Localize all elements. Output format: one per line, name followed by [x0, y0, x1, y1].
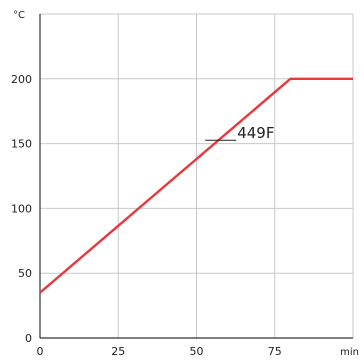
x-tick-label: 75	[268, 345, 282, 358]
x-tick-label: 50	[190, 345, 204, 358]
y-tick-labels: 0 50 100 150 200	[11, 73, 32, 345]
x-tick-label: 25	[111, 345, 125, 358]
x-unit-label: min	[340, 347, 359, 358]
x-tick-labels: 0 25 50 75	[37, 345, 282, 358]
chart-annotations: 449F	[205, 124, 274, 142]
y-tick-label: 100	[11, 202, 32, 215]
chart-series	[39, 77, 353, 294]
y-unit-label: °C	[13, 10, 25, 21]
y-tick-label: 150	[11, 138, 32, 151]
y-tick-label: 0	[25, 332, 32, 345]
y-tick-label: 50	[18, 267, 32, 280]
x-tick-label: 0	[37, 345, 44, 358]
annotation-label: 449F	[237, 124, 274, 142]
y-tick-label: 200	[11, 73, 32, 86]
series-line	[39, 77, 353, 294]
chart-axes	[39, 14, 353, 339]
chart-grid	[40, 13, 354, 338]
